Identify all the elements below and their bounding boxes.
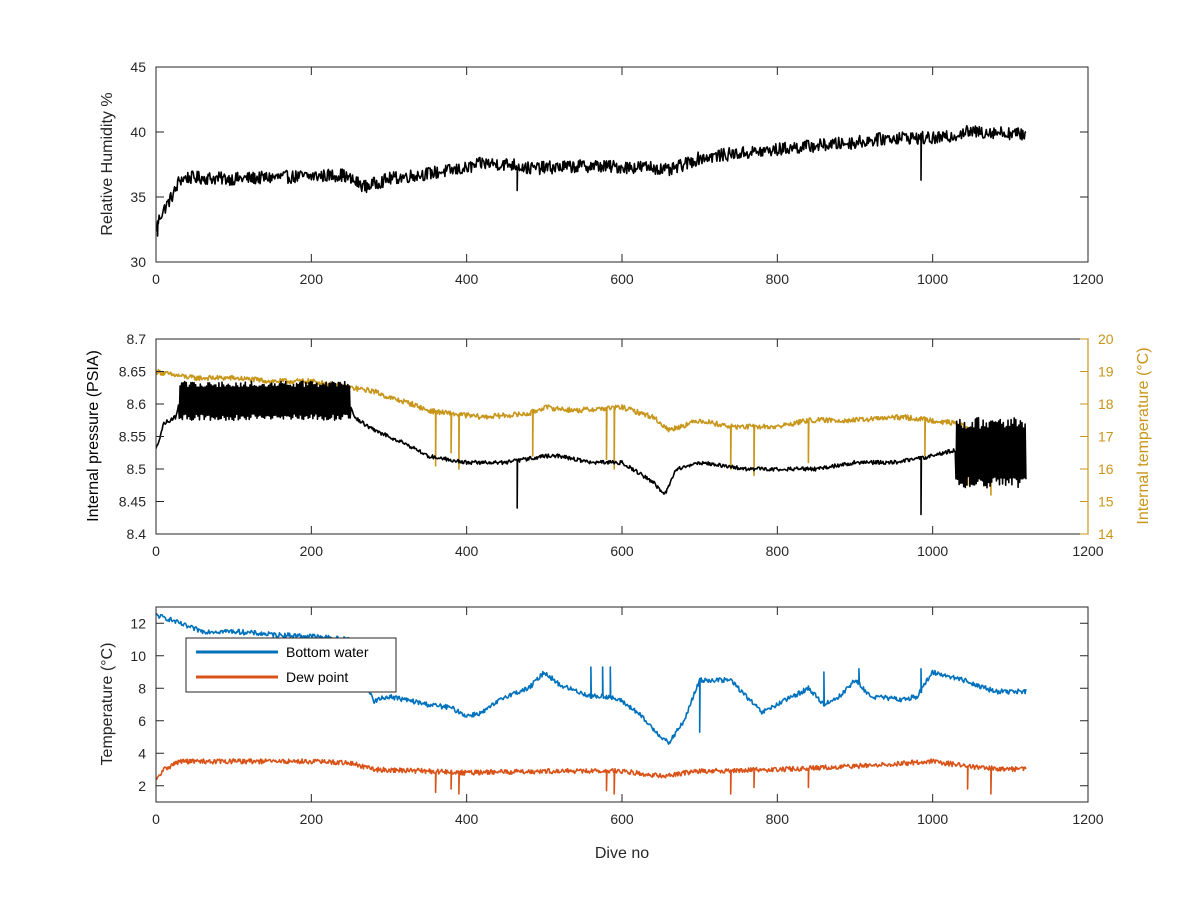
- y2-tick-label: 20: [1098, 331, 1114, 347]
- x-tick-label: 1200: [1072, 271, 1103, 287]
- y-tick-label: 8.4: [127, 526, 147, 542]
- y-tick-label: 30: [130, 254, 146, 270]
- series-group: [156, 125, 1027, 237]
- y2-axis-label: Internal temperature (°C): [1135, 347, 1152, 524]
- x-tick-label: 600: [610, 543, 634, 559]
- x-tick-label: 1000: [917, 271, 948, 287]
- y2-tick-label: 14: [1098, 526, 1114, 542]
- plot-area: [156, 125, 1027, 237]
- y2-tick-label: 18: [1098, 396, 1114, 412]
- x-tick-label: 200: [300, 811, 324, 827]
- x-axis-label: Dive no: [595, 845, 649, 862]
- x-tick-label: 400: [455, 811, 479, 827]
- y-tick-label: 2: [138, 778, 146, 794]
- tick-group: 0 200 400 600 800 1000 1200 8.4 8.45 8.5 8.55 8.6 8.…: [119, 331, 1114, 559]
- y-tick-label: 35: [130, 189, 146, 205]
- series-line-bottom-water: [156, 612, 1027, 745]
- y2-tick-label: 15: [1098, 494, 1114, 510]
- tick-group: 0 200 400 600 800 1000 1200 2 4 6 8 10 12: [130, 607, 1104, 827]
- series-line-main-0: [156, 125, 1027, 237]
- y2-tick-label: 17: [1098, 429, 1114, 445]
- plot-area: [156, 612, 1027, 795]
- x-tick-label: 400: [455, 543, 479, 559]
- x-tick-label: 800: [766, 271, 790, 287]
- y-axis-label: Relative Humidity %: [99, 92, 116, 235]
- legend-label-dew-point: Dew point: [286, 669, 348, 685]
- y-tick-label: 8.55: [119, 429, 146, 445]
- panel-internal-pressure-temperature: 0 200 400 600 800 1000 1200 8.4 8.45 8.5 8.55 8.6 8.…: [85, 331, 1152, 559]
- y-tick-label: 10: [130, 648, 146, 664]
- series-line-right-0: [156, 368, 1027, 496]
- tick-group: 0 200 400 600 800 1000 1200 30 35 40 45: [130, 59, 1103, 287]
- x-tick-label: 200: [300, 271, 324, 287]
- x-tick-label: 600: [610, 271, 634, 287]
- legend-box: [185, 637, 397, 693]
- series-group: [156, 612, 1027, 795]
- legend-label-bottom-water: Bottom water: [286, 644, 369, 660]
- y-tick-label: 45: [130, 59, 146, 75]
- x-tick-label: 400: [455, 271, 479, 287]
- x-tick-label: 1000: [917, 543, 948, 559]
- y-tick-label: 40: [130, 124, 146, 140]
- y2-tick-label: 16: [1098, 461, 1114, 477]
- y-tick-label: 8: [138, 680, 146, 696]
- series-group: [156, 368, 1027, 516]
- plot-area: [156, 368, 1027, 516]
- x-tick-label: 0: [152, 543, 160, 559]
- x-tick-label: 1000: [917, 811, 948, 827]
- x-tick-label: 200: [300, 543, 324, 559]
- y-axis-label: Temperature (°C): [99, 643, 116, 766]
- x-tick-label: 600: [610, 811, 634, 827]
- x-tick-label: 800: [766, 543, 790, 559]
- y-tick-label: 8.7: [127, 331, 147, 347]
- y-tick-label: 6: [138, 713, 146, 729]
- legend: Bottom water Dew point: [185, 637, 397, 693]
- x-tick-label: 1200: [1072, 543, 1103, 559]
- y-tick-label: 12: [130, 615, 146, 631]
- y-tick-label: 8.5: [127, 461, 147, 477]
- y-axis-label: Internal pressure (PSIA): [85, 350, 102, 522]
- x-tick-label: 800: [766, 811, 790, 827]
- panel-relative-humidity: 0 200 400 600 800 1000 1200 30 35 40 45 Relative H…: [99, 59, 1104, 287]
- y-tick-label: 8.65: [119, 364, 146, 380]
- y2-tick-label: 19: [1098, 364, 1114, 380]
- series-line-left-1: [156, 380, 1027, 516]
- x-tick-label: 0: [152, 271, 160, 287]
- y-tick-label: 8.45: [119, 494, 146, 510]
- series-line-dew-point: [156, 758, 1027, 795]
- y-tick-label: 4: [138, 745, 146, 761]
- x-tick-label: 1200: [1072, 811, 1103, 827]
- y-tick-label: 8.6: [127, 396, 147, 412]
- panel-temperature: 0 200 400 600 800 1000 1200 2 4 6 8 10 12 Temperatur…: [99, 606, 1104, 862]
- x-tick-label: 0: [152, 811, 160, 827]
